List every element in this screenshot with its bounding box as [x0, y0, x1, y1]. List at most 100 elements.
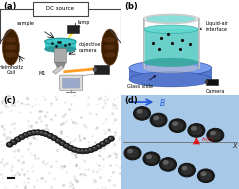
Ellipse shape	[101, 29, 118, 65]
Ellipse shape	[104, 52, 116, 57]
Circle shape	[39, 130, 45, 136]
Circle shape	[68, 146, 71, 148]
Circle shape	[40, 131, 42, 133]
Circle shape	[87, 147, 94, 153]
Circle shape	[207, 128, 224, 142]
Ellipse shape	[144, 25, 198, 34]
Circle shape	[179, 163, 196, 177]
Circle shape	[201, 171, 206, 176]
Ellipse shape	[144, 58, 198, 67]
Text: (b): (b)	[124, 2, 138, 11]
Text: Liquid-air
interface: Liquid-air interface	[200, 21, 229, 32]
Circle shape	[44, 132, 48, 136]
Circle shape	[89, 148, 93, 152]
Ellipse shape	[5, 45, 17, 50]
Circle shape	[92, 146, 98, 151]
Circle shape	[93, 147, 95, 149]
Circle shape	[109, 137, 111, 139]
Ellipse shape	[129, 60, 212, 76]
FancyBboxPatch shape	[206, 79, 218, 85]
Ellipse shape	[93, 67, 97, 72]
Circle shape	[89, 148, 91, 150]
Circle shape	[103, 139, 110, 144]
Circle shape	[162, 160, 174, 169]
Circle shape	[60, 142, 63, 143]
Text: lamp: lamp	[77, 20, 90, 25]
FancyBboxPatch shape	[54, 49, 66, 63]
Circle shape	[16, 138, 20, 141]
Circle shape	[11, 140, 16, 144]
Circle shape	[20, 135, 22, 137]
Circle shape	[14, 137, 21, 142]
Circle shape	[72, 148, 75, 150]
Circle shape	[12, 140, 14, 142]
Circle shape	[81, 150, 83, 151]
Bar	[129, 68, 212, 79]
Circle shape	[31, 130, 37, 135]
Circle shape	[72, 148, 77, 151]
Circle shape	[47, 133, 54, 139]
Circle shape	[97, 145, 101, 148]
Circle shape	[172, 121, 178, 126]
Circle shape	[55, 138, 62, 143]
Circle shape	[43, 131, 49, 137]
Circle shape	[172, 121, 184, 130]
Circle shape	[101, 142, 103, 144]
FancyBboxPatch shape	[33, 2, 88, 16]
Text: Glass slide: Glass slide	[127, 76, 156, 89]
Circle shape	[85, 149, 87, 151]
Circle shape	[136, 109, 148, 118]
Circle shape	[36, 131, 40, 134]
Circle shape	[182, 166, 188, 170]
Circle shape	[60, 141, 65, 145]
Bar	[45, 42, 76, 49]
Polygon shape	[55, 62, 66, 68]
Circle shape	[190, 126, 202, 135]
Circle shape	[209, 130, 221, 140]
Circle shape	[7, 143, 12, 146]
Circle shape	[101, 142, 105, 146]
FancyBboxPatch shape	[63, 78, 80, 88]
Circle shape	[6, 142, 13, 147]
Text: DC source: DC source	[46, 6, 74, 12]
Ellipse shape	[2, 29, 19, 65]
Circle shape	[159, 158, 177, 171]
Ellipse shape	[5, 37, 17, 42]
Text: $x$: $x$	[232, 141, 239, 150]
Circle shape	[146, 154, 158, 163]
Circle shape	[197, 169, 214, 183]
Circle shape	[100, 141, 106, 146]
Text: (d): (d)	[124, 96, 138, 105]
Circle shape	[28, 132, 32, 135]
Circle shape	[85, 149, 89, 153]
Circle shape	[68, 146, 73, 150]
Ellipse shape	[129, 72, 212, 87]
Circle shape	[56, 139, 60, 142]
Text: $B$: $B$	[158, 97, 165, 108]
Circle shape	[105, 140, 107, 141]
FancyBboxPatch shape	[93, 65, 109, 74]
Circle shape	[153, 116, 159, 120]
Circle shape	[133, 107, 151, 120]
Circle shape	[52, 136, 54, 138]
Text: Camera: Camera	[206, 83, 225, 94]
Circle shape	[67, 145, 74, 150]
Circle shape	[163, 160, 168, 165]
Circle shape	[76, 149, 79, 151]
Ellipse shape	[45, 38, 76, 45]
Circle shape	[127, 149, 133, 153]
Circle shape	[16, 138, 18, 139]
Circle shape	[32, 131, 36, 134]
Circle shape	[81, 149, 85, 153]
Circle shape	[24, 133, 26, 135]
Circle shape	[210, 131, 216, 136]
Circle shape	[146, 154, 152, 159]
Ellipse shape	[104, 45, 116, 50]
Polygon shape	[63, 68, 94, 73]
Circle shape	[169, 119, 186, 132]
Polygon shape	[65, 32, 76, 42]
Circle shape	[51, 136, 58, 141]
Bar	[144, 29, 198, 62]
Circle shape	[83, 148, 90, 154]
Circle shape	[76, 149, 81, 153]
